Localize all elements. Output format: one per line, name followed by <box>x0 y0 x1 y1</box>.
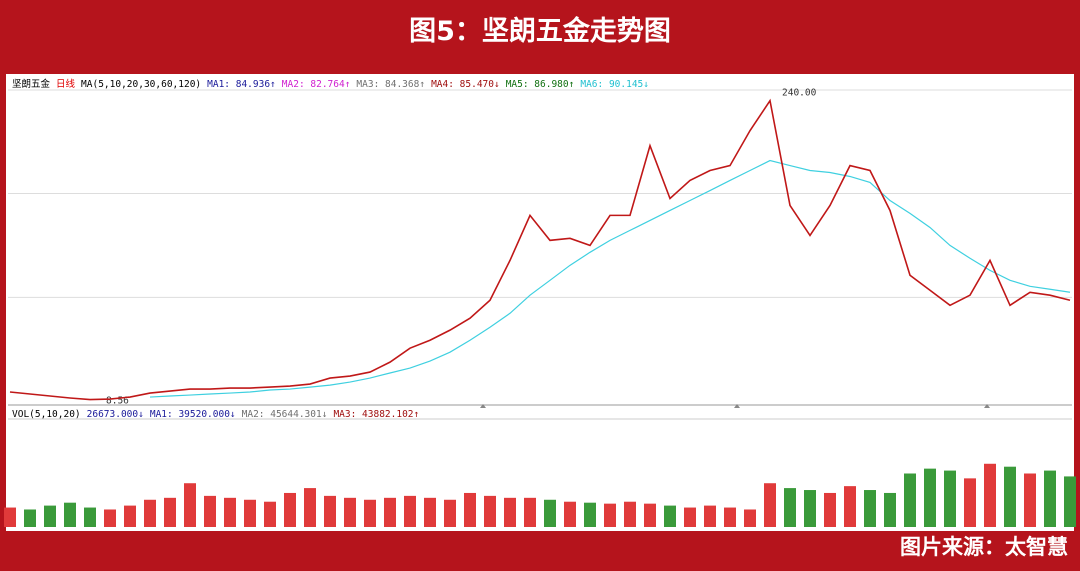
volume-legend-item: VOL(5,10,20) <box>12 409 81 420</box>
volume-bar <box>164 497 176 527</box>
volume-bar <box>24 509 36 527</box>
low-label: 8.56 <box>106 396 129 407</box>
volume-bar <box>864 490 876 527</box>
legend: 坚朗五金 日线 MA(5,10,20,30,60,120) MA1: 84.936↑ M… <box>12 78 649 90</box>
volume-bar <box>924 468 936 527</box>
legend-item: MA2: 82.764↑ <box>282 79 351 90</box>
legend-item: MA6: 90.145↓ <box>580 79 649 90</box>
volume-bar <box>84 507 96 527</box>
legend-item: MA4: 85.470↓ <box>431 79 500 90</box>
volume-bar <box>684 507 696 527</box>
volume-bar <box>784 488 796 527</box>
volume-bar <box>4 507 16 527</box>
volume-bar <box>284 492 296 527</box>
volume-bar <box>704 505 716 527</box>
volume-bar <box>844 486 856 527</box>
volume-bar <box>424 497 436 527</box>
volume-legend-item: MA1: 39520.000↓ <box>150 409 236 420</box>
legend-item: 坚朗五金 <box>12 78 51 90</box>
volume-bar <box>144 499 156 527</box>
volume-bar <box>824 492 836 527</box>
volume-bar <box>984 463 996 527</box>
legend-item: MA1: 84.936↑ <box>207 79 276 90</box>
volume-bar <box>444 499 456 527</box>
volume-bar <box>64 502 76 527</box>
legend-item: MA5: 86.980↑ <box>506 79 575 90</box>
volume-legend-item: MA3: 43882.102↑ <box>333 409 419 420</box>
volume-bar <box>564 501 576 527</box>
ma-line <box>149 159 1071 398</box>
volume-bar <box>264 501 276 527</box>
volume-bar <box>644 503 656 527</box>
volume-bar <box>504 497 516 527</box>
volume-bar <box>224 497 236 527</box>
marker <box>480 404 486 408</box>
volume-bar <box>884 492 896 527</box>
volume-bar <box>524 497 536 527</box>
volume-bar <box>804 490 816 527</box>
volume-bar <box>1064 476 1076 527</box>
volume-legend-item: MA2: 45644.301↓ <box>242 409 328 420</box>
volume-legend: VOL(5,10,20) 26673.000↓ MA1: 39520.000↓ MA2… <box>12 409 419 420</box>
volume-bar <box>404 495 416 527</box>
plot-panel <box>6 74 1074 531</box>
legend-item: MA(5,10,20,30,60,120) <box>81 79 201 90</box>
volume-bar <box>944 470 956 527</box>
volume-bar <box>324 495 336 527</box>
marker <box>984 404 990 408</box>
price-line <box>9 98 1071 401</box>
volume-legend-item: 26673.000↓ <box>87 409 144 420</box>
volume-bar <box>724 507 736 527</box>
chart-title: 图5：坚朗五金走势图 <box>409 15 671 47</box>
volume-bar <box>764 483 776 527</box>
volume-bar <box>584 502 596 527</box>
volume-bar <box>184 483 196 527</box>
volume-bar <box>464 492 476 527</box>
volume-bar <box>244 499 256 527</box>
volume-bar <box>304 488 316 527</box>
volume-bar <box>384 497 396 527</box>
volume-bar <box>204 495 216 527</box>
volume-bar <box>624 501 636 527</box>
volume-bar <box>44 505 56 527</box>
volume-bar <box>544 499 556 527</box>
legend-item: 日线 <box>56 78 76 90</box>
volume-bar <box>104 509 116 527</box>
volume-bar <box>344 497 356 527</box>
legend-item: MA3: 84.368↑ <box>356 79 425 90</box>
volume-bar <box>744 509 756 527</box>
volume-bar <box>1024 473 1036 527</box>
volume-bar <box>1044 470 1056 527</box>
volume-bar <box>484 495 496 527</box>
volume-bar <box>124 505 136 527</box>
volume-bar <box>604 503 616 527</box>
source: 图片来源：太智慧 <box>900 535 1068 559</box>
marker <box>734 404 740 408</box>
high-label: 240.00 <box>782 88 817 99</box>
volume-bar <box>1004 466 1016 527</box>
volume-bar <box>904 473 916 527</box>
volume-bar <box>364 499 376 527</box>
volume-bar <box>664 505 676 527</box>
volume-bar <box>964 478 976 527</box>
